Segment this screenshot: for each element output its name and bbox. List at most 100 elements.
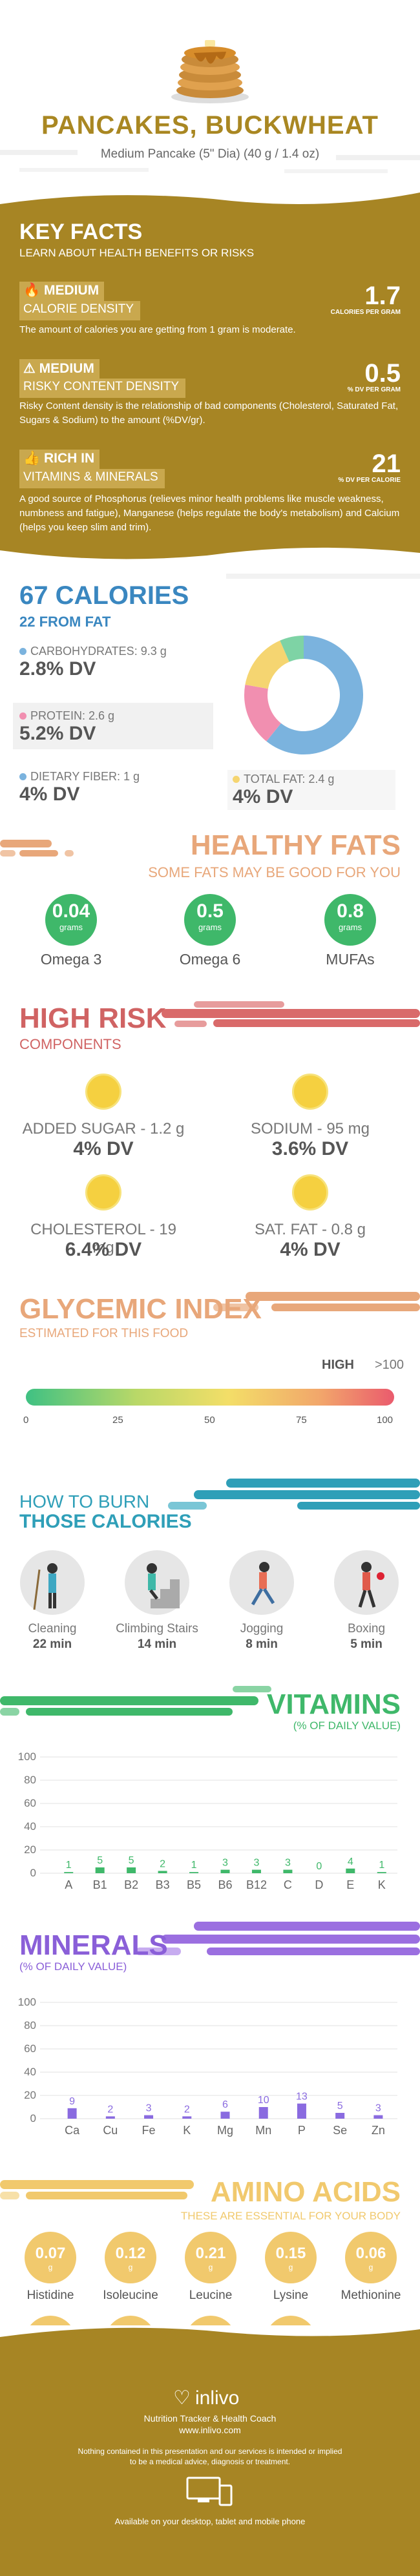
cholesterol-dv: 6.4% DV	[65, 1239, 142, 1260]
key-facts-subtitle: LEARN ABOUT HEALTH BENEFITS OR RISKS	[19, 247, 255, 259]
high-risk-title: HIGH RISK	[19, 1002, 167, 1034]
vitamin-category-label: C	[284, 1878, 292, 1891]
stairs-label: Climbing Stairs	[116, 1622, 198, 1636]
burn-title-line2: THOSE CALORIES	[19, 1511, 192, 1532]
nutrient-protein-label: PROTEIN: 2.6 g	[19, 709, 207, 723]
minerals-bar-chart: 0 20 40 60 80 100 9 Ca 2 Cu 3 Fe 2 K 6 Mg 10 Mn 13 P 5 Se 3 Zn	[18, 1996, 397, 2137]
amino-unit: g	[208, 2263, 213, 2272]
risky-density-value: 0.5	[364, 359, 401, 388]
y-tick-label: 100	[18, 1750, 36, 1763]
cleaning-label: Cleaning	[28, 1622, 77, 1636]
nutrient-carbohydrates-label: CARBOHYDRATES: 9.3 g	[19, 645, 213, 658]
mineral-bar	[182, 2116, 192, 2119]
amino-value: 0.12	[115, 2245, 146, 2262]
mineral-category-label: Ca	[65, 2124, 80, 2137]
pancake-stack-icon	[171, 40, 249, 103]
omega3-label: Omega 3	[40, 951, 102, 968]
donut-slice-protein	[244, 685, 281, 742]
climbing-stairs-icon	[125, 1550, 189, 1615]
vitamin-category-label: B3	[156, 1878, 170, 1891]
cleaning-min: 22 min	[32, 1637, 72, 1651]
risky-density-level: ⚠ MEDIUM	[19, 359, 100, 379]
y-tick-label: 20	[24, 2089, 36, 2101]
nutrient-fiber-label: DIETARY FIBER: 1 g	[19, 770, 187, 784]
boxing-icon	[334, 1550, 399, 1615]
vitamin-value-label: 4	[348, 1856, 353, 1867]
mineral-category-label: Fe	[142, 2124, 156, 2137]
heart-icon: ♡	[173, 2387, 191, 2409]
amino-grid: 0.07 g Histidine 0.12 g Isoleucine 0.21 g Leucin…	[0, 2232, 420, 2386]
mineral-category-label: Mg	[217, 2124, 233, 2137]
dot-icon	[233, 776, 240, 783]
disclaimer-line2: to be a medical advice, diagnosis or tre…	[129, 2457, 291, 2466]
jogging-min: 8 min	[246, 1637, 278, 1651]
fiber-label-text: DIETARY FIBER: 1 g	[30, 770, 140, 783]
tick-75: 75	[296, 1415, 307, 1426]
stairs-min: 14 min	[137, 1637, 177, 1651]
amino-circle: 0.12 g	[105, 2232, 156, 2283]
available-text: Available on your desktop, tablet and mo…	[114, 2517, 306, 2526]
smiley-icon	[292, 1074, 328, 1110]
dot-icon	[19, 648, 26, 655]
vitamin-value-label: 3	[254, 1858, 260, 1869]
vitamin-category-label: D	[315, 1878, 323, 1891]
header-decoration	[0, 150, 420, 173]
high-risk-subtitle: COMPONENTS	[19, 1036, 121, 1052]
risky-density-level-text: MEDIUM	[39, 361, 94, 376]
calorie-density-level-text: MEDIUM	[44, 283, 100, 298]
vitamin-bar	[220, 1869, 230, 1873]
y-tick-label: 0	[30, 2112, 36, 2124]
mineral-category-label: Zn	[372, 2124, 385, 2137]
vitamin-value-label: 2	[160, 1858, 165, 1869]
glycemic-level: HIGH	[322, 1358, 354, 1372]
warning-icon: ⚠	[23, 361, 36, 376]
mineral-bar	[67, 2108, 77, 2119]
burn-decoration	[168, 1479, 420, 1510]
brand-name: inlivo	[195, 2387, 240, 2409]
added-sugar-dv: 4% DV	[73, 1138, 134, 1159]
vitamin-category-label: K	[378, 1878, 386, 1891]
vitamins-minerals-unit: % DV PER CALORIE	[338, 477, 401, 484]
amino-label: Isoleucine	[103, 2289, 158, 2302]
vitamin-value-label: 1	[379, 1860, 384, 1871]
footer-url[interactable]: www.inlivo.com	[179, 2425, 241, 2435]
mineral-bar	[220, 2112, 230, 2119]
mineral-bar	[258, 2107, 268, 2119]
glycemic-decoration	[213, 1292, 420, 1311]
sat-fat-label: SAT. FAT - 0.8 g	[254, 1221, 366, 1238]
amino-label: Leucine	[189, 2289, 233, 2302]
mineral-category-label: Se	[333, 2124, 347, 2137]
smiley-icon	[85, 1174, 121, 1210]
carbs-label-text: CARBOHYDRATES: 9.3 g	[30, 645, 167, 658]
serving-size: Medium Pancake (5" Dia) (40 g / 1.4 oz)	[100, 147, 320, 161]
tick-50: 50	[204, 1415, 215, 1426]
y-tick-label: 80	[24, 2019, 36, 2031]
amino-circle: 0.21 g	[185, 2232, 236, 2283]
mineral-value-label: 2	[107, 2104, 113, 2115]
mineral-value-label: 13	[296, 2092, 308, 2103]
sodium-label: SODIUM - 95 mg	[250, 1120, 370, 1137]
omega6-label: Omega 6	[179, 951, 241, 968]
header: PANCAKES, BUCKWHEAT Medium Pancake (5" D…	[0, 0, 420, 187]
amino-label: Lysine	[273, 2289, 309, 2302]
sat-fat-dv: 4% DV	[280, 1239, 341, 1260]
minerals-decoration	[136, 1922, 420, 1955]
mufas-circle: 0.8 grams	[324, 894, 376, 946]
glycemic-title: GLYCEMIC INDEX	[19, 1293, 262, 1325]
vitamin-bar	[346, 1868, 355, 1873]
footer-tagline: Nutrition Tracker & Health Coach	[143, 2413, 277, 2424]
smiley-icon	[85, 1074, 121, 1110]
vitamin-bar	[95, 1867, 105, 1873]
amino-value: 0.06	[355, 2245, 386, 2262]
vitamin-category-label: E	[346, 1878, 354, 1891]
amino-value: 0.21	[195, 2245, 226, 2262]
vitamins-bar-chart: 0 20 40 60 80 100 1 A 5 B1 5 B2 2 B3 1 B5 3 B6 3 B12 3 C 0 D 4 E 1…	[18, 1750, 397, 1891]
thumb-up-icon: 👍	[23, 451, 41, 466]
cleaning-icon	[20, 1550, 85, 1615]
vitamins-minerals-name: VITAMINS & MINERALS	[19, 469, 165, 488]
healthy-fats-section: HEALTHY FATS SOME FATS MAY BE GOOD FOR Y…	[0, 820, 420, 988]
added-sugar-label: ADDED SUGAR - 1.2 g	[22, 1120, 185, 1137]
omega3-circle: 0.04 grams	[45, 894, 97, 946]
mineral-value-label: 5	[337, 2101, 343, 2112]
key-facts-section: KEY FACTS LEARN ABOUT HEALTH BENEFITS OR…	[0, 192, 420, 562]
